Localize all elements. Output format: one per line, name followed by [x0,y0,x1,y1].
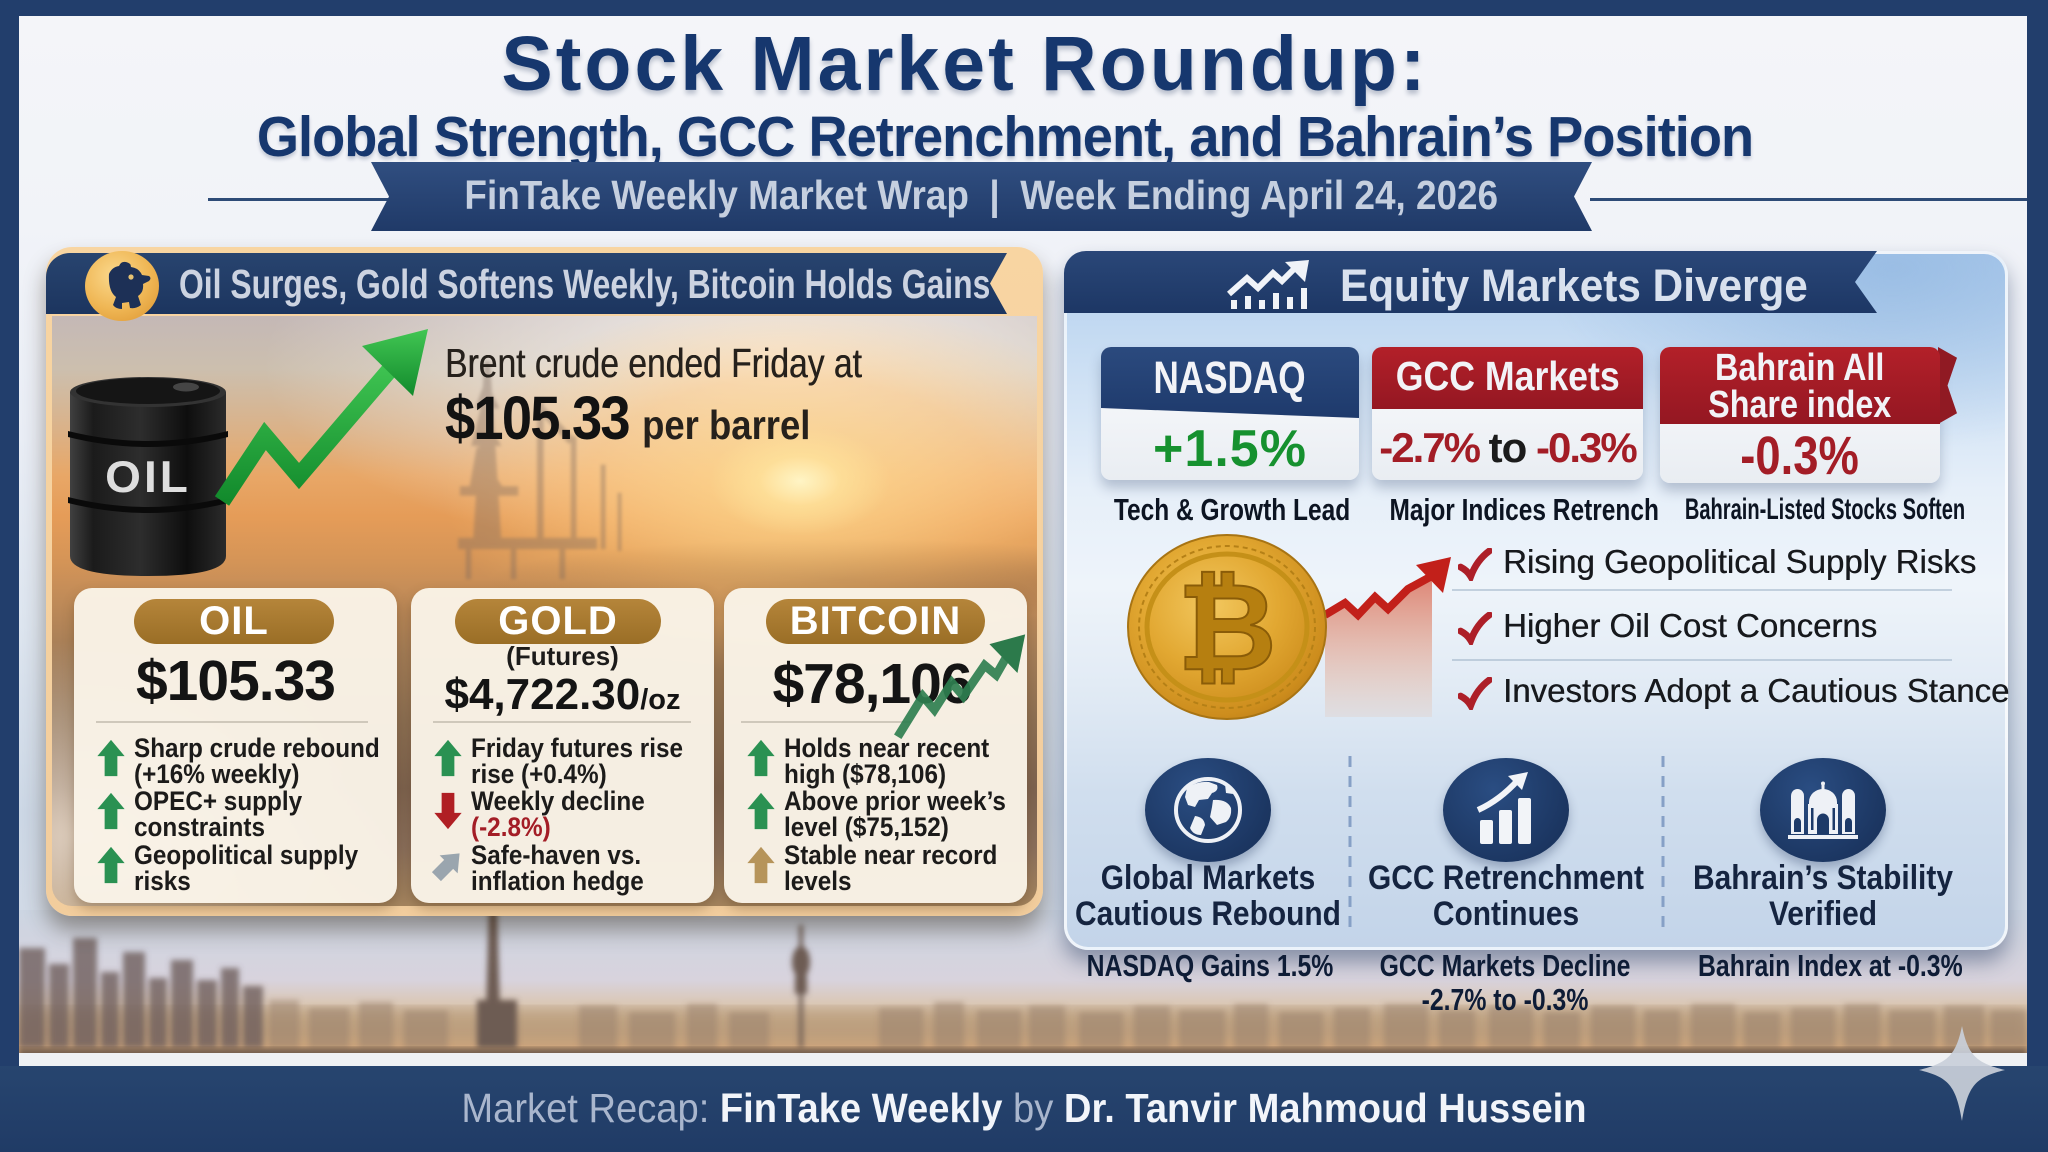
svg-text:OIL: OIL [105,452,191,502]
svg-text:₿: ₿ [1177,559,1276,695]
